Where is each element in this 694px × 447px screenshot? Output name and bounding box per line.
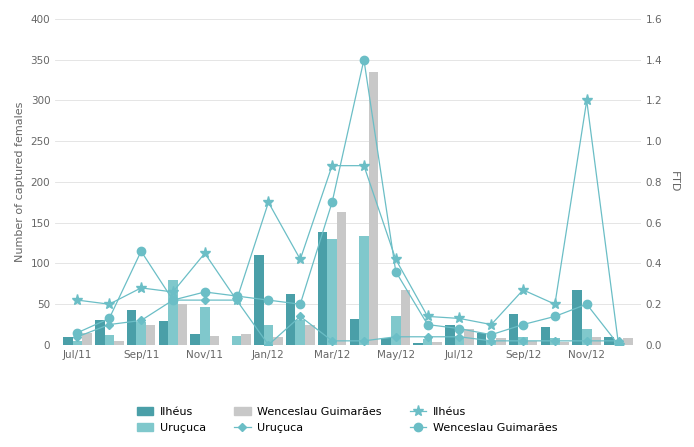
Bar — [573, 290, 582, 345]
Bar — [296, 320, 305, 345]
Bar — [604, 337, 613, 345]
Bar — [305, 325, 314, 345]
Bar — [400, 290, 410, 345]
Bar — [432, 342, 442, 345]
Bar — [559, 342, 569, 345]
Bar — [477, 333, 486, 345]
Bar — [318, 232, 328, 345]
Bar — [146, 325, 155, 345]
Bar — [413, 343, 423, 345]
Bar — [63, 337, 73, 345]
Legend: Ilhéus, Uruçuca, Wenceslau Guimarães, Uruçuca, Ilhéus, Wenceslau Guimarães: Ilhéus, Uruçuca, Wenceslau Guimarães, Ur… — [133, 403, 561, 437]
Bar — [242, 334, 251, 345]
Bar — [623, 338, 633, 345]
Bar — [509, 314, 518, 345]
Bar — [136, 322, 146, 345]
Bar — [496, 338, 505, 345]
Bar — [613, 341, 623, 345]
Bar — [337, 212, 346, 345]
Bar — [464, 329, 474, 345]
Bar — [391, 316, 400, 345]
Y-axis label: FTD: FTD — [669, 171, 679, 193]
Bar — [95, 320, 105, 345]
Bar — [254, 255, 264, 345]
Bar — [455, 337, 464, 345]
Bar — [105, 335, 114, 345]
Bar — [582, 329, 591, 345]
Bar — [445, 325, 455, 345]
Bar — [190, 333, 200, 345]
Bar — [273, 337, 282, 345]
Bar — [210, 336, 219, 345]
Bar — [591, 337, 601, 345]
Bar — [350, 319, 359, 345]
Bar — [159, 321, 168, 345]
Bar — [168, 280, 178, 345]
Bar — [328, 239, 337, 345]
Bar — [127, 310, 136, 345]
Bar — [423, 339, 432, 345]
Bar — [232, 336, 242, 345]
Bar — [359, 236, 369, 345]
Bar — [541, 327, 550, 345]
Bar — [286, 294, 296, 345]
Bar — [550, 338, 559, 345]
Bar — [114, 341, 124, 345]
Bar — [528, 341, 537, 345]
Bar — [382, 338, 391, 345]
Y-axis label: Number of captured females: Number of captured females — [15, 102, 25, 262]
Bar — [82, 333, 92, 345]
Bar — [369, 72, 378, 345]
Bar — [264, 325, 273, 345]
Bar — [486, 341, 496, 345]
Bar — [73, 341, 82, 345]
Bar — [518, 337, 528, 345]
Bar — [200, 307, 210, 345]
Bar — [178, 304, 187, 345]
